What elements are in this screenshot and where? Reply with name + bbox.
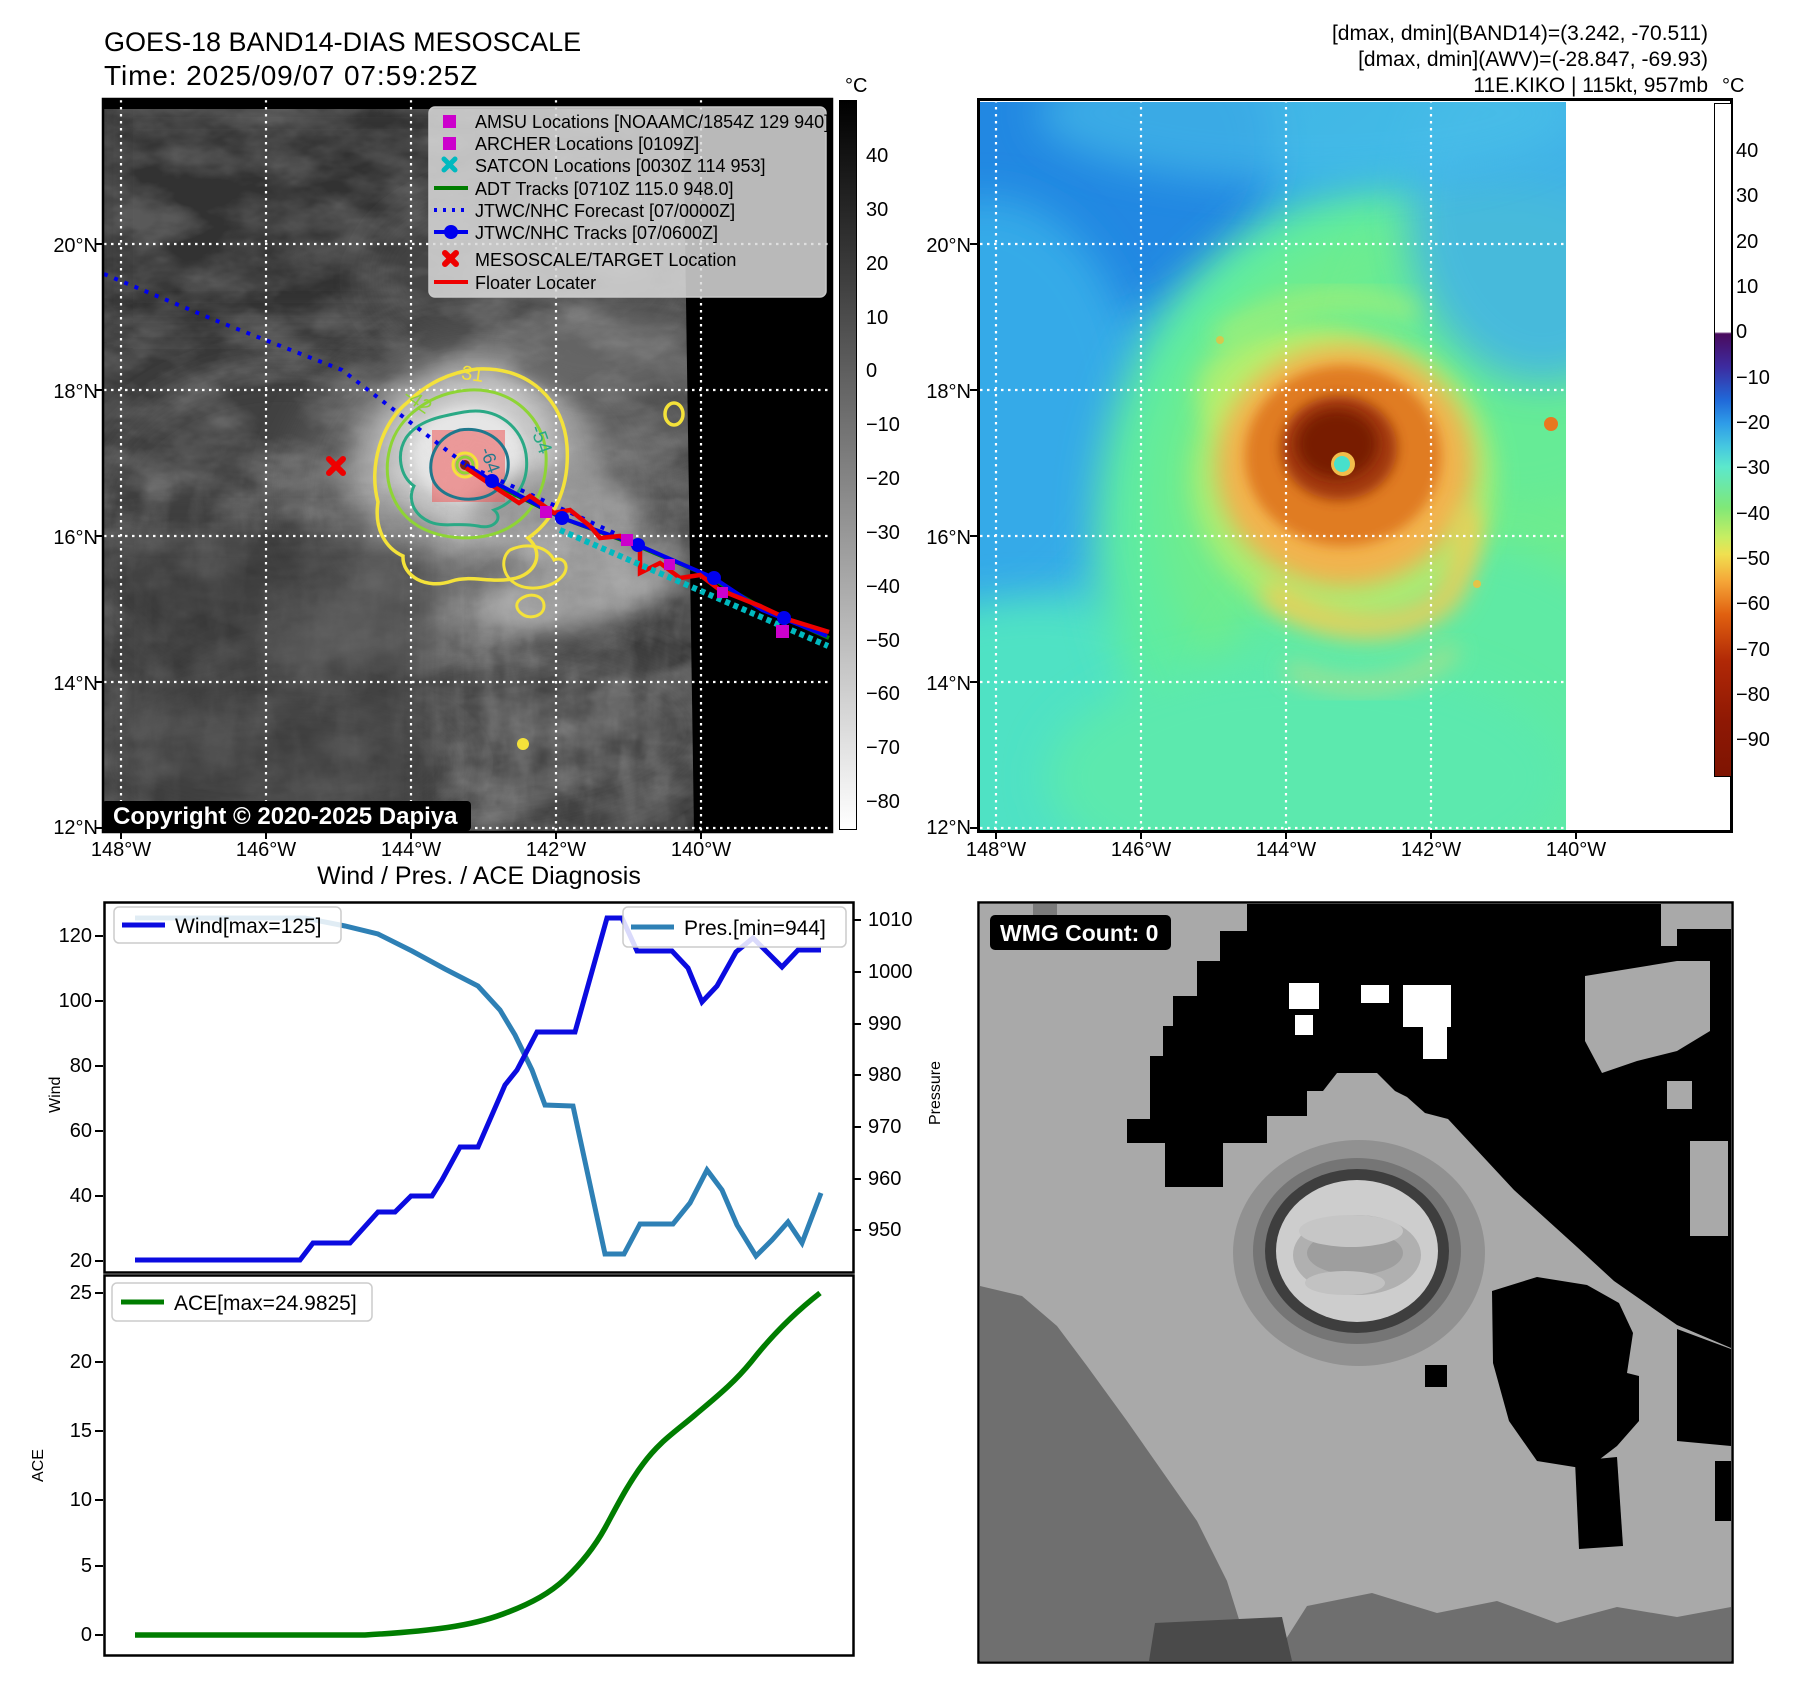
svg-text:JTWC/NHC Tracks [07/0600Z]: JTWC/NHC Tracks [07/0600Z] [475, 223, 718, 243]
svg-text:Pres.[min=944]: Pres.[min=944] [684, 917, 826, 940]
svg-text:JTWC/NHC Forecast [07/0000Z]: JTWC/NHC Forecast [07/0000Z] [475, 201, 735, 221]
svg-text:-31: -31 [453, 361, 485, 387]
svg-text:WMG Count: 0: WMG Count: 0 [1000, 920, 1158, 946]
svg-text:ADT Tracks [0710Z 115.0 948.0]: ADT Tracks [0710Z 115.0 948.0] [475, 179, 733, 199]
svg-text:SATCON Locations [0030Z 114 95: SATCON Locations [0030Z 114 953] [475, 156, 766, 176]
svg-text:Copyright © 2020-2025 Dapiya: Copyright © 2020-2025 Dapiya [113, 803, 458, 830]
svg-text:MESOSCALE/TARGET Location: MESOSCALE/TARGET Location [475, 250, 736, 270]
svg-text:ACE[max=24.9825]: ACE[max=24.9825] [174, 1292, 357, 1315]
svg-text:AMSU Locations [NOAAMC/1854Z 1: AMSU Locations [NOAAMC/1854Z 129 940] [475, 112, 829, 132]
svg-text:ARCHER Locations [0109Z]: ARCHER Locations [0109Z] [475, 134, 699, 154]
svg-text:Wind[max=125]: Wind[max=125] [175, 915, 322, 938]
svg-text:Floater Locater: Floater Locater [475, 273, 596, 293]
